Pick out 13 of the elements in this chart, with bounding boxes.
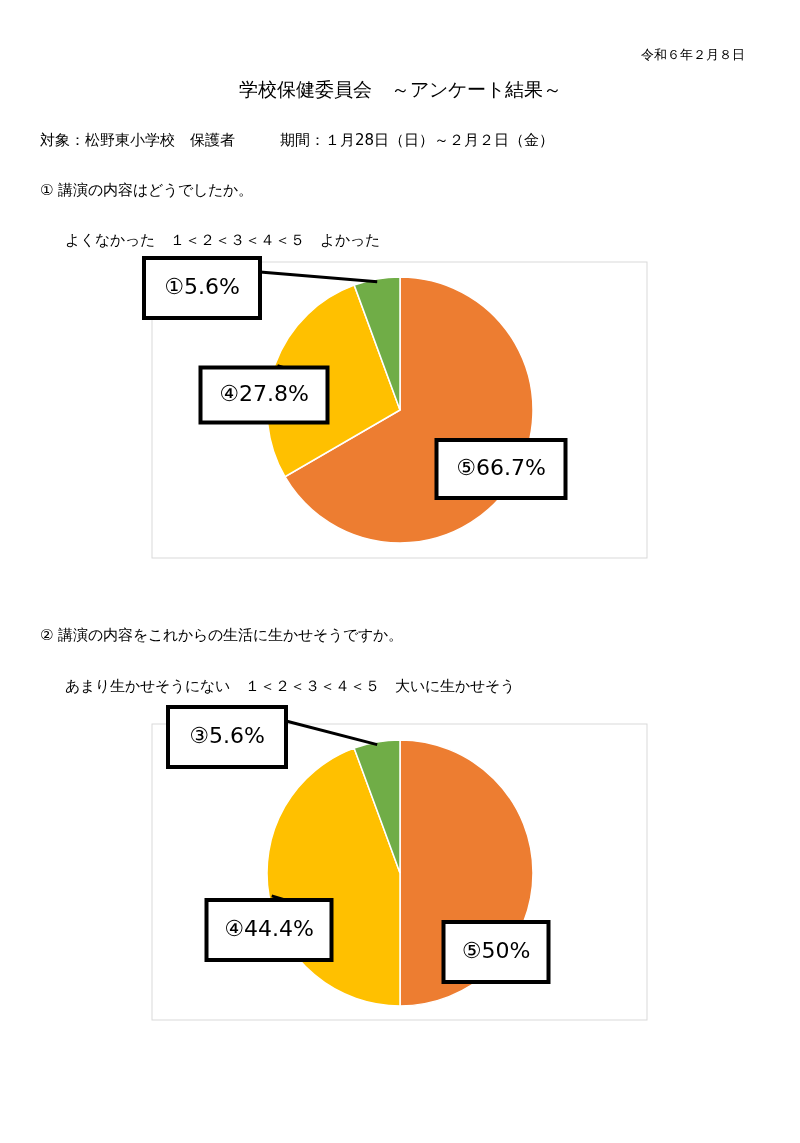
data-label: ④44.4% <box>224 916 314 941</box>
annotation: 対象：松野東小学校 保護者 期間：１月28日（日）～２月２日（金） <box>40 130 555 149</box>
data-label: ⑤66.7% <box>456 455 546 480</box>
annotation: 令和６年２月８日 <box>641 46 745 62</box>
subtitle: よくなかった １＜２＜３＜４＜５ よかった <box>65 230 380 249</box>
data-label: ④27.8% <box>219 381 309 406</box>
title: ① 講演の内容はどうでしたか。 <box>40 180 254 199</box>
data-label: ⑤50% <box>461 938 531 963</box>
title: ② 講演の内容をこれからの生活に生かせそうですか。 <box>40 625 404 644</box>
data-label: ③5.6% <box>189 723 265 748</box>
title: 学校保健委員会 ～アンケート結果～ <box>238 77 562 100</box>
subtitle: あまり生かせそうにない １＜２＜３＜４＜５ 大いに生かせそう <box>65 676 515 695</box>
data-label: ①5.6% <box>164 274 240 299</box>
